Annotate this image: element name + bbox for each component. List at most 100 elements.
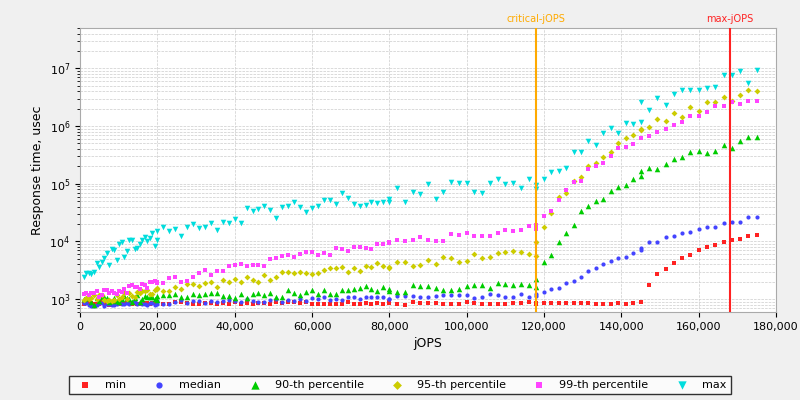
max [186, 221, 199, 228]
95-th percentile [134, 289, 146, 296]
90-th percentile [353, 285, 366, 292]
90-th percentile [734, 138, 746, 144]
90-th percentile [205, 290, 218, 297]
90-th percentile [106, 298, 118, 304]
95-th percentile [234, 278, 247, 285]
99-th percentile [82, 292, 95, 298]
max [590, 141, 602, 148]
90-th percentile [240, 295, 253, 301]
90-th percentile [174, 294, 187, 300]
median [252, 298, 265, 305]
90-th percentile [234, 291, 247, 297]
min [383, 299, 396, 306]
90-th percentile [692, 148, 705, 154]
max [149, 242, 162, 249]
max [612, 130, 625, 137]
99-th percentile [684, 112, 697, 119]
max [93, 264, 106, 270]
median [347, 294, 360, 300]
90-th percentile [121, 295, 134, 301]
min [437, 301, 450, 308]
max [627, 120, 640, 127]
95-th percentile [460, 258, 473, 264]
max [491, 176, 504, 182]
min [359, 300, 372, 306]
min [157, 301, 170, 307]
median [582, 268, 595, 275]
99-th percentile [85, 290, 98, 296]
99-th percentile [619, 144, 632, 150]
median [306, 295, 318, 302]
99-th percentile [634, 135, 647, 141]
median [323, 297, 336, 304]
max [709, 84, 722, 90]
95-th percentile [143, 291, 156, 297]
95-th percentile [642, 124, 655, 130]
99-th percentile [108, 290, 121, 296]
95-th percentile [318, 266, 330, 273]
90-th percentile [530, 284, 542, 290]
median [106, 302, 118, 308]
95-th percentile [93, 292, 106, 298]
95-th percentile [709, 99, 722, 106]
99-th percentile [288, 254, 301, 260]
90-th percentile [538, 259, 550, 266]
max [335, 190, 348, 196]
max [288, 199, 301, 206]
95-th percentile [210, 283, 223, 290]
min [123, 300, 136, 307]
median [430, 292, 442, 299]
max [123, 237, 136, 244]
95-th percentile [742, 87, 754, 93]
90-th percentile [93, 298, 106, 304]
99-th percentile [659, 125, 672, 132]
min [597, 301, 610, 308]
90-th percentile [193, 292, 206, 298]
max [157, 224, 170, 230]
max [138, 234, 151, 240]
95-th percentile [108, 297, 121, 303]
99-th percentile [113, 288, 126, 294]
90-th percentile [138, 293, 151, 299]
95-th percentile [560, 190, 573, 196]
max [437, 189, 450, 195]
min [538, 300, 550, 306]
95-th percentile [130, 289, 143, 296]
median [110, 301, 123, 308]
min [151, 300, 164, 306]
90-th percentile [530, 276, 542, 282]
median [126, 298, 138, 305]
min [506, 300, 519, 306]
99-th percentile [476, 233, 489, 239]
median [169, 299, 182, 306]
90-th percentile [115, 296, 128, 302]
max [726, 71, 738, 78]
max [574, 149, 587, 156]
max [383, 196, 396, 202]
min [377, 301, 390, 308]
min [627, 300, 640, 306]
90-th percentile [85, 299, 98, 306]
max [398, 199, 411, 206]
min [130, 301, 143, 307]
90-th percentile [151, 292, 164, 299]
max [445, 179, 458, 186]
99-th percentile [353, 244, 366, 250]
median [676, 230, 689, 236]
90-th percentile [359, 283, 372, 290]
max [193, 225, 206, 232]
99-th percentile [95, 292, 108, 298]
99-th percentile [300, 249, 313, 256]
99-th percentile [294, 251, 306, 258]
median [186, 298, 199, 304]
95-th percentile [377, 263, 390, 269]
90-th percentile [78, 295, 90, 302]
90-th percentile [222, 293, 235, 299]
90-th percentile [634, 173, 647, 179]
95-th percentile [246, 276, 259, 283]
90-th percentile [118, 293, 131, 300]
max [597, 130, 610, 136]
90-th percentile [377, 284, 390, 290]
95-th percentile [252, 279, 265, 285]
max [198, 223, 211, 230]
